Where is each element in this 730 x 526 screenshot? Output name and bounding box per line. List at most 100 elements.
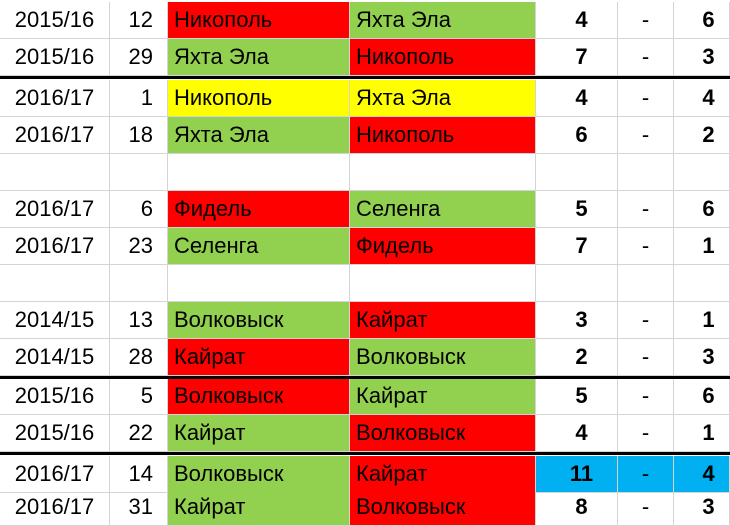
table-row: 2014/15 13 Волковыск Кайрат 3-1 bbox=[0, 302, 730, 339]
round-cell: 23 bbox=[110, 228, 168, 265]
home-score-cell: 4 bbox=[536, 415, 618, 452]
score-dash-cell bbox=[618, 265, 674, 302]
score-dash-cell: - bbox=[618, 80, 674, 117]
table-row: 2016/17 6 Фидель Селенга 5-6 bbox=[0, 191, 730, 228]
home-score-cell: 2 bbox=[536, 339, 618, 376]
score-dash-cell: - bbox=[618, 191, 674, 228]
score-dash-cell: - bbox=[618, 302, 674, 339]
table-row: 2016/17 14 Волковыск Кайрат 11-4 bbox=[0, 456, 730, 493]
away-team-cell: Яхта Эла bbox=[350, 2, 536, 39]
round-cell: 13 bbox=[110, 302, 168, 339]
home-team-cell bbox=[168, 154, 350, 191]
round-cell: 1 bbox=[110, 80, 168, 117]
season-cell: 2014/15 bbox=[0, 302, 110, 339]
season-cell: 2016/17 bbox=[0, 456, 110, 493]
group-separator-line bbox=[0, 376, 730, 379]
home-score-cell: 6 bbox=[536, 117, 618, 154]
score-dash-cell: - bbox=[618, 39, 674, 76]
away-score-cell: 6 bbox=[674, 378, 730, 415]
group-separator-line bbox=[0, 452, 730, 455]
away-team-cell: Волковыск bbox=[350, 339, 536, 376]
empty-row bbox=[0, 265, 730, 302]
round-cell: 12 bbox=[110, 2, 168, 39]
season-cell: 2016/17 bbox=[0, 489, 110, 526]
away-score-cell: 3 bbox=[674, 39, 730, 76]
home-score-cell bbox=[536, 154, 618, 191]
away-team-cell: Волковыск bbox=[350, 489, 536, 526]
season-cell: 2016/17 bbox=[0, 228, 110, 265]
table-row: 2016/17 31 Кайрат Волковыск 8-3 bbox=[0, 489, 730, 526]
home-team-cell: Никополь bbox=[168, 2, 350, 39]
away-team-cell: Никополь bbox=[350, 39, 536, 76]
table-row: 2015/16 5 Волковыск Кайрат 5-6 bbox=[0, 378, 730, 415]
home-team-cell: Фидель bbox=[168, 191, 350, 228]
group-separator-line bbox=[0, 76, 730, 79]
away-score-cell: 1 bbox=[674, 228, 730, 265]
home-team-cell: Кайрат bbox=[168, 415, 350, 452]
away-team-cell bbox=[350, 265, 536, 302]
home-score-cell: 5 bbox=[536, 378, 618, 415]
score-dash-cell: - bbox=[618, 415, 674, 452]
away-score-cell: 3 bbox=[674, 489, 730, 526]
away-score-cell: 6 bbox=[674, 2, 730, 39]
season-cell: 2016/17 bbox=[0, 80, 110, 117]
table-row: 2015/16 22 Кайрат Волковыск 4-1 bbox=[0, 415, 730, 452]
round-cell: 22 bbox=[110, 415, 168, 452]
empty-row bbox=[0, 154, 730, 191]
home-team-cell: Яхта Эла bbox=[168, 117, 350, 154]
score-dash-cell: - bbox=[618, 117, 674, 154]
home-score-cell: 11 bbox=[536, 456, 618, 493]
away-score-cell: 4 bbox=[674, 80, 730, 117]
away-team-cell: Кайрат bbox=[350, 456, 536, 493]
table-row: 2015/16 12 Никополь Яхта Эла 4-6 bbox=[0, 2, 730, 39]
table-row: 2016/17 23 Селенга Фидель 7-1 bbox=[0, 228, 730, 265]
home-score-cell: 4 bbox=[536, 2, 618, 39]
season-cell bbox=[0, 265, 110, 302]
home-score-cell: 7 bbox=[536, 39, 618, 76]
home-score-cell: 7 bbox=[536, 228, 618, 265]
season-cell: 2016/17 bbox=[0, 117, 110, 154]
away-team-cell bbox=[350, 154, 536, 191]
home-team-cell: Селенга bbox=[168, 228, 350, 265]
round-cell: 29 bbox=[110, 39, 168, 76]
home-score-cell: 4 bbox=[536, 80, 618, 117]
round-cell: 31 bbox=[110, 489, 168, 526]
round-cell: 28 bbox=[110, 339, 168, 376]
home-team-cell: Волковыск bbox=[168, 378, 350, 415]
season-cell: 2014/15 bbox=[0, 339, 110, 376]
home-team-cell: Кайрат bbox=[168, 339, 350, 376]
score-dash-cell: - bbox=[618, 378, 674, 415]
season-cell: 2016/17 bbox=[0, 191, 110, 228]
score-dash-cell: - bbox=[618, 456, 674, 493]
table-row: 2016/17 1 Никополь Яхта Эла 4-4 bbox=[0, 80, 730, 117]
home-team-cell: Яхта Эла bbox=[168, 39, 350, 76]
season-cell: 2015/16 bbox=[0, 378, 110, 415]
home-score-cell: 5 bbox=[536, 191, 618, 228]
score-dash-cell: - bbox=[618, 489, 674, 526]
away-score-cell: 2 bbox=[674, 117, 730, 154]
away-score-cell: 4 bbox=[674, 456, 730, 493]
home-score-cell bbox=[536, 265, 618, 302]
away-team-cell: Волковыск bbox=[350, 415, 536, 452]
season-cell: 2015/16 bbox=[0, 415, 110, 452]
home-team-cell: Кайрат bbox=[168, 489, 350, 526]
round-cell bbox=[110, 265, 168, 302]
score-dash-cell: - bbox=[618, 339, 674, 376]
season-cell bbox=[0, 154, 110, 191]
round-cell bbox=[110, 154, 168, 191]
table-row: 2015/16 29 Яхта Эла Никополь 7-3 bbox=[0, 39, 730, 76]
away-score-cell bbox=[674, 265, 730, 302]
away-team-cell: Фидель bbox=[350, 228, 536, 265]
table-row: 2016/17 18 Яхта Эла Никополь 6-2 bbox=[0, 117, 730, 154]
home-score-cell: 3 bbox=[536, 302, 618, 339]
season-cell: 2015/16 bbox=[0, 2, 110, 39]
round-cell: 18 bbox=[110, 117, 168, 154]
away-team-cell: Кайрат bbox=[350, 378, 536, 415]
away-score-cell: 6 bbox=[674, 191, 730, 228]
season-cell: 2015/16 bbox=[0, 39, 110, 76]
round-cell: 14 bbox=[110, 456, 168, 493]
away-team-cell: Селенга bbox=[350, 191, 536, 228]
table-row: 2014/15 28 Кайрат Волковыск 2-3 bbox=[0, 339, 730, 376]
round-cell: 6 bbox=[110, 191, 168, 228]
